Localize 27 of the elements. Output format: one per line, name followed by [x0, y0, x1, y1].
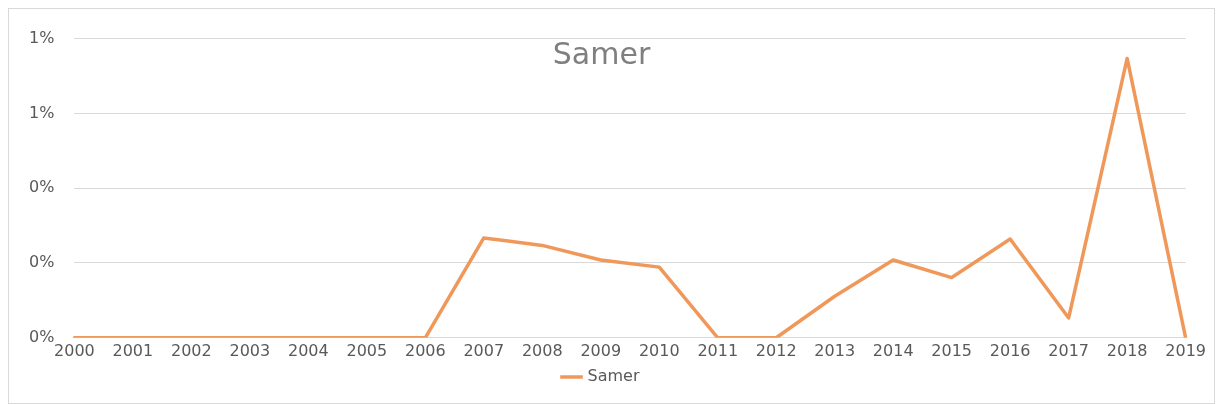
x-tick-label: 2019	[1165, 340, 1206, 360]
legend-label: Samer	[587, 366, 640, 386]
x-tick-label: 2011	[697, 340, 739, 360]
x-tick-label: 2006	[404, 340, 446, 360]
x-tick-label: 2010	[638, 340, 680, 360]
x-tick-label: 2014	[872, 340, 914, 360]
chart-title: Samer	[552, 36, 651, 72]
x-tick-label: 2013	[814, 340, 856, 360]
x-tick-label: 2004	[287, 340, 329, 360]
x-tick-label: 2007	[463, 340, 505, 360]
x-tick-label: 2000	[54, 340, 95, 360]
x-tick-label: 2002	[171, 340, 212, 360]
x-tick-label: 2016	[989, 340, 1031, 360]
x-tick-label: 2009	[580, 340, 622, 360]
x-tick-label: 2015	[931, 340, 973, 360]
x-tick-label: 2001	[112, 340, 154, 360]
y-tick-label: 0%	[28, 326, 55, 346]
y-tick-label: 0%	[28, 252, 55, 272]
x-tick-label: 2012	[755, 340, 797, 360]
y-tick-label: 1%	[28, 27, 55, 47]
x-tick-label: 2018	[1106, 340, 1148, 360]
x-tick-label: 2017	[1048, 340, 1090, 360]
x-tick-label: 2005	[346, 340, 388, 360]
y-tick-label: 0%	[28, 177, 55, 197]
x-tick-label: 2003	[229, 340, 271, 360]
y-tick-label: 1%	[28, 102, 55, 122]
x-tick-label: 2008	[521, 340, 563, 360]
